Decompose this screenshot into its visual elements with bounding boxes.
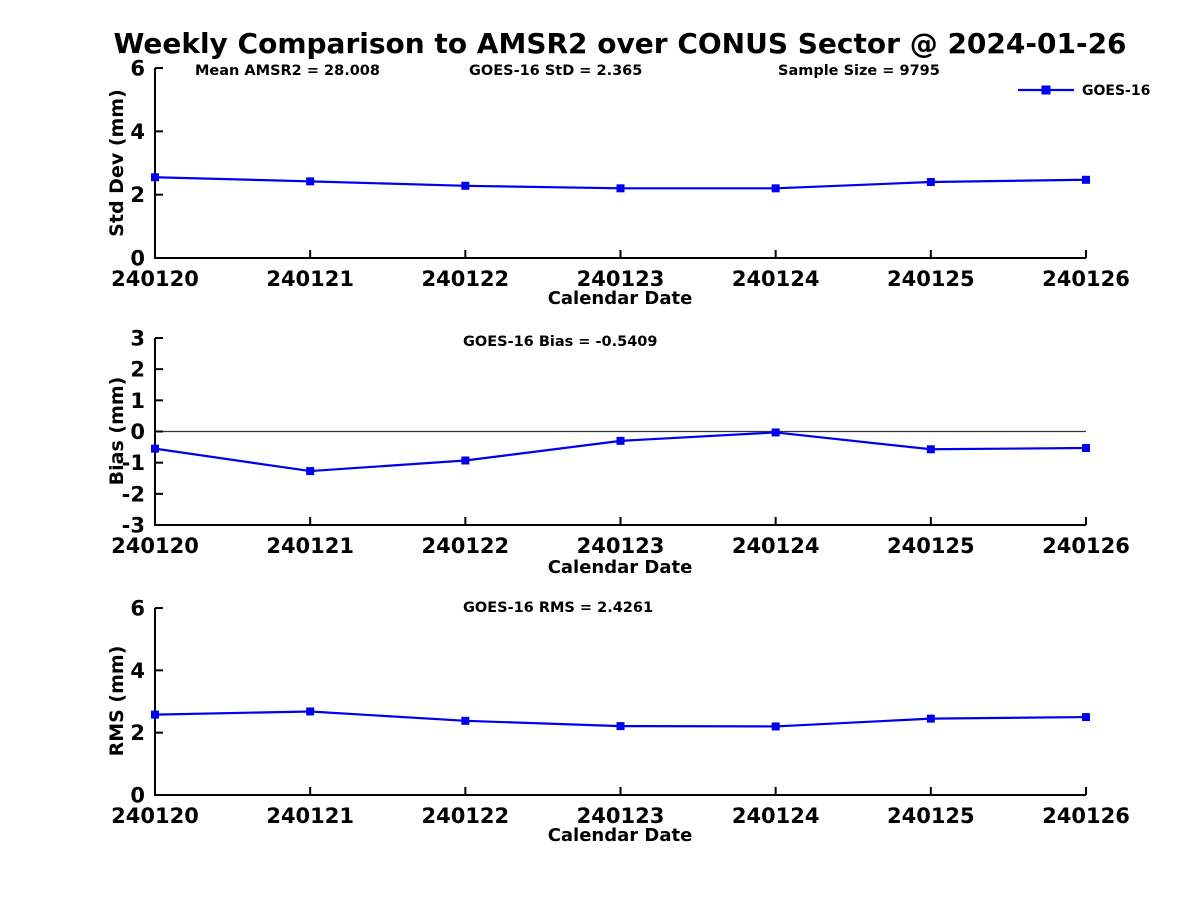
x-tick-label: 240122 — [421, 267, 509, 291]
data-point-marker — [771, 722, 780, 731]
x-tick-label: 240123 — [577, 267, 665, 291]
legend: GOES-16 — [1018, 83, 1150, 99]
data-point-marker — [1082, 713, 1090, 722]
data-point-marker — [771, 428, 780, 437]
y-axis-label-rms: RMS (mm) — [106, 646, 128, 757]
data-point-marker — [151, 173, 159, 182]
data-point-marker — [926, 178, 935, 186]
x-tick-label: 240120 — [111, 534, 199, 558]
axis-spines — [154, 608, 1086, 796]
x-tick-label: 240122 — [421, 534, 509, 558]
y-tick-label: -1 — [122, 451, 145, 475]
y-tick-label: 1 — [130, 389, 145, 413]
stddev-plot-area: 0 2 4 6 240120 240121 240122 240123 240124 240125… — [111, 57, 1130, 292]
y-tick-label: 2 — [130, 183, 145, 207]
y-tick-label: 3 — [130, 327, 145, 351]
axis-spines — [154, 68, 1086, 259]
annotation-sample-size: Sample Size = 9795 — [778, 63, 940, 79]
y-tick-label: 0 — [130, 420, 145, 444]
y-tick-label: 0 — [130, 784, 145, 808]
x-tick-label: 240125 — [887, 534, 975, 558]
x-axis-label-stddev: Calendar Date — [548, 288, 693, 309]
data-point-marker — [926, 714, 935, 723]
figure-title: Weekly Comparison to AMSR2 over CONUS Se… — [113, 27, 1126, 60]
x-tick-label: 240125 — [887, 267, 975, 291]
annotation-goes16-rms: GOES-16 RMS = 2.4261 — [463, 600, 653, 616]
x-tick-label: 240124 — [732, 267, 820, 291]
y-tick-label: 4 — [130, 120, 145, 144]
y-axis-label-bias: Bias (mm) — [106, 377, 128, 486]
x-tick-label: 240124 — [732, 804, 820, 828]
y-tick-label: 2 — [130, 358, 145, 382]
data-point-marker — [306, 467, 315, 476]
x-tick-label: 240124 — [732, 534, 820, 558]
data-point-marker — [151, 710, 159, 719]
x-tick-label: 240126 — [1042, 267, 1130, 291]
y-tick-label: -2 — [122, 482, 145, 506]
x-tick-label: 240121 — [266, 804, 354, 828]
data-point-marker — [616, 436, 625, 445]
rms-plot: GOES-16 RMS = 2.4261 RMS (mm) Calendar D… — [106, 597, 1130, 847]
y-tick-label: 0 — [130, 247, 145, 271]
x-tick-label: 240121 — [266, 534, 354, 558]
bias-plot: GOES-16 Bias = -0.5409 Bias (mm) Calenda… — [106, 327, 1130, 579]
legend-marker — [1041, 85, 1051, 95]
x-axis-label-rms: Calendar Date — [548, 825, 693, 846]
x-tick-label: 240121 — [266, 267, 354, 291]
data-point-marker — [616, 184, 625, 193]
y-tick-label: -3 — [122, 514, 145, 538]
data-point-marker — [616, 722, 625, 731]
data-point-marker — [306, 707, 315, 716]
data-point-marker — [306, 177, 315, 186]
annotation-mean-amsr2: Mean AMSR2 = 28.008 — [195, 63, 380, 79]
x-tick-label: 240123 — [577, 534, 665, 558]
x-tick-label: 240123 — [577, 804, 665, 828]
data-point-marker — [461, 181, 470, 190]
x-tick-label: 240120 — [111, 267, 199, 291]
y-tick-label: 4 — [130, 659, 145, 683]
data-point-marker — [926, 445, 935, 454]
x-axis-label-bias: Calendar Date — [548, 557, 693, 578]
stddev-plot: Mean AMSR2 = 28.008 GOES-16 StD = 2.365 … — [106, 57, 1150, 310]
data-point-marker — [151, 444, 159, 453]
x-tick-label: 240126 — [1042, 804, 1130, 828]
bias-plot-area: -3 -2 -1 0 1 2 3 240120 240121 240122 240123 240124… — [111, 327, 1130, 559]
x-tick-label: 240126 — [1042, 534, 1130, 558]
data-point-marker — [461, 456, 470, 465]
annotation-goes16-bias: GOES-16 Bias = -0.5409 — [463, 334, 657, 350]
x-tick-label: 240120 — [111, 804, 199, 828]
x-tick-label: 240125 — [887, 804, 975, 828]
y-tick-label: 2 — [130, 721, 145, 745]
data-point-marker — [1082, 175, 1090, 184]
legend-label: GOES-16 — [1082, 83, 1150, 99]
data-point-marker — [1082, 444, 1090, 453]
rms-plot-area: 0 2 4 6 240120 240121 240122 240123 240124 240125… — [111, 597, 1130, 829]
y-tick-label: 6 — [130, 597, 145, 621]
x-tick-label: 240122 — [421, 804, 509, 828]
y-tick-label: 6 — [130, 57, 145, 81]
y-axis-label-stddev: Std Dev (mm) — [106, 89, 128, 237]
annotation-goes16-std: GOES-16 StD = 2.365 — [469, 63, 642, 79]
data-point-marker — [771, 184, 780, 193]
data-point-marker — [461, 716, 470, 725]
